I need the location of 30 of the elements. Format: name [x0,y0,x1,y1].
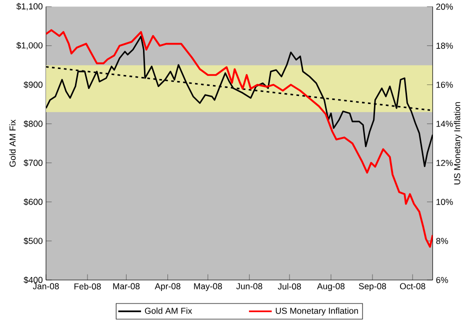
y2-tick-label: 18% [436,42,453,49]
x-tick-label: Sep-08 [358,283,386,292]
y-axis-title: Gold AM Fix [9,120,16,167]
y2-tick-label: 20% [436,4,453,10]
legend-label: US Monetary Inflation [276,308,358,316]
y2-tick-label: 10% [436,198,453,205]
y-tick-label: $800 [24,120,42,128]
y2-tick-label: 8% [436,238,448,244]
x-tick-label: Mar-08 [113,283,140,290]
y-tick-label: $1,100 [16,2,42,10]
y2-tick-label: 12% [436,160,453,166]
y2-tick-label: 6% [436,276,448,284]
y-tick-label: $700 [24,159,42,166]
y-tick-label: $500 [24,237,42,244]
legend-label: Gold AM Fix [144,308,192,314]
x-tick-label: Feb-08 [74,283,101,290]
x-tick-label: Apr-08 [154,283,180,292]
y-tick-label: $900 [24,81,42,88]
y-tick-label: $600 [24,198,42,206]
x-tick-label: Jul-08 [278,283,301,290]
y2-tick-label: 14% [436,120,453,127]
y2-axis-title: US Monetary Inflation [454,102,462,184]
x-tick-label: Jan-08 [32,283,59,290]
x-tick-label: May-08 [194,283,222,292]
y-tick-label: $400 [24,276,42,284]
y-tick-label: $1,000 [16,42,42,50]
y2-tick-label: 16% [436,82,453,88]
x-tick-label: Jun-08 [236,283,262,290]
x-tick-label: Oct-08 [400,283,426,290]
x-tick-label: Aug-08 [317,283,345,292]
